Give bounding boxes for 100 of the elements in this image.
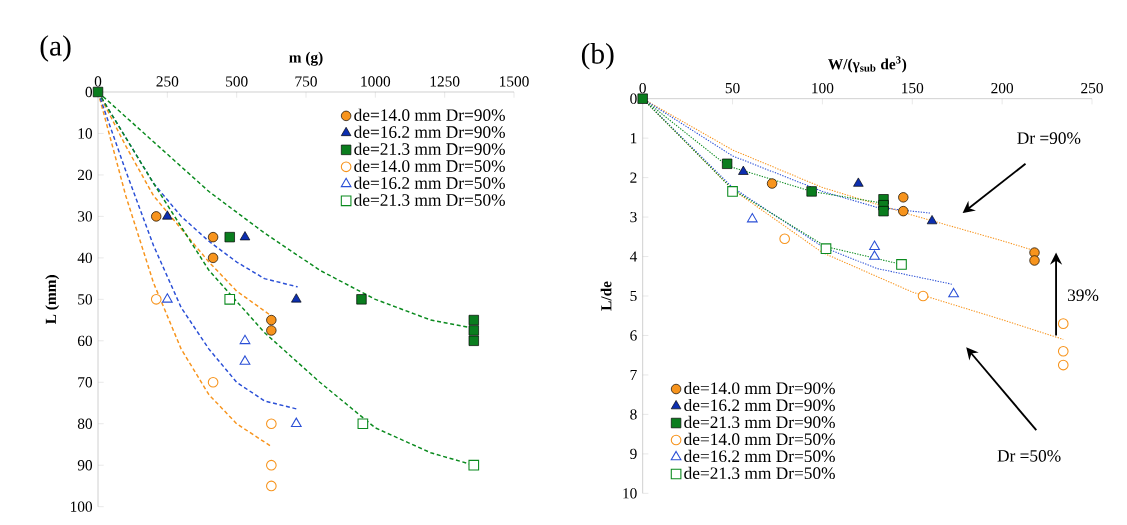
- point: [468, 325, 479, 336]
- y-tick-label: 5: [630, 290, 637, 302]
- x-tick-label: 200: [991, 82, 1014, 94]
- x-tick-label: 1250: [430, 76, 460, 87]
- y-tick-label: 4: [629, 251, 638, 262]
- annotation: Dr =90%: [1017, 132, 1081, 145]
- point: [1057, 359, 1069, 371]
- legend-label: de=14.0 mm Dr=50%: [354, 159, 505, 172]
- y-tick-label: 10: [623, 488, 637, 499]
- y-tick-label: 50: [78, 294, 93, 305]
- legend-label: de=16.2 mm Dr=90%: [684, 398, 835, 412]
- y-tick-label: 6: [630, 330, 637, 341]
- legend-label: de=14.0 mm Dr=50%: [684, 432, 835, 446]
- y-tick-label: 90: [77, 460, 93, 471]
- point: [356, 294, 367, 305]
- legend-label: de=14.0 mm Dr=90%: [354, 108, 505, 121]
- x-tick-label: 50: [725, 82, 740, 94]
- legend-label: de=16.2 mm Dr=90%: [354, 125, 505, 138]
- point: [1029, 255, 1040, 266]
- point: [926, 215, 938, 225]
- point: [727, 186, 738, 197]
- point: [357, 418, 369, 430]
- x-axis-title: m (g): [289, 51, 323, 66]
- x-tick-label: 150: [902, 82, 924, 94]
- point: [151, 211, 162, 222]
- point: [468, 459, 480, 471]
- point: [898, 206, 909, 217]
- point: [266, 480, 277, 492]
- y-axis-title: L (mm): [45, 275, 60, 324]
- y-tick-label: 0: [630, 93, 637, 104]
- chart-title: (a): [40, 35, 71, 62]
- point: [162, 210, 173, 220]
- point: [746, 212, 758, 223]
- point: [290, 417, 302, 428]
- point: [806, 186, 817, 197]
- legend-label: de=16.2 mm Dr=50%: [684, 449, 835, 463]
- point: [239, 355, 251, 365]
- point: [207, 252, 219, 264]
- x-tick-label: 1500: [500, 76, 529, 87]
- x-tick-label: 0: [639, 82, 646, 94]
- y-tick-label: 9: [630, 448, 637, 460]
- y-tick-label: 80: [77, 418, 93, 429]
- y-tick-label: 20: [77, 169, 93, 181]
- y-axis-title: L/de: [600, 281, 612, 311]
- point: [207, 232, 219, 243]
- x-tick-label: 750: [295, 76, 317, 87]
- y-tick-label: 100: [70, 501, 93, 512]
- point: [766, 178, 778, 189]
- y-tick-label: 60: [77, 335, 93, 346]
- annotation: Dr =50%: [997, 449, 1061, 462]
- point: [869, 240, 880, 251]
- y-tick-label: 3: [630, 211, 637, 223]
- point: [853, 177, 864, 187]
- y-tick-label: 7: [630, 369, 637, 380]
- y-tick-label: 40: [77, 252, 93, 264]
- point: [468, 314, 479, 326]
- point: [820, 243, 832, 254]
- point: [207, 376, 219, 388]
- point: [239, 231, 251, 241]
- point: [224, 232, 235, 243]
- y-tick-label: 2: [630, 172, 637, 183]
- annotation: 39%: [1067, 289, 1099, 302]
- point: [266, 314, 277, 326]
- y-tick-label: 30: [78, 211, 93, 222]
- x-axis-title: W/(γ$_{sub}$ de$^{3}$): [828, 56, 907, 73]
- point: [150, 294, 162, 305]
- legend-label: de=14.0 mm Dr=90%: [684, 381, 835, 395]
- point: [239, 334, 251, 345]
- point: [722, 158, 733, 169]
- point: [224, 294, 236, 305]
- point: [637, 93, 648, 104]
- y-tick-label: 1: [630, 133, 637, 144]
- point: [266, 418, 277, 430]
- point: [92, 86, 104, 98]
- y-tick-label: 70: [78, 377, 93, 388]
- point: [878, 206, 889, 217]
- point: [1057, 318, 1069, 329]
- legend-label: de=21.3 mm Dr=50%: [354, 193, 505, 206]
- legend-label: de=21.3 mm Dr=90%: [684, 415, 835, 429]
- point: [291, 293, 302, 303]
- point: [161, 293, 173, 303]
- x-tick-label: 1000: [361, 76, 391, 87]
- legend-label: de=21.3 mm Dr=50%: [684, 466, 835, 480]
- x-tick-label: 100: [812, 82, 834, 94]
- y-tick-label: 10: [78, 128, 93, 139]
- point: [266, 459, 277, 471]
- x-tick-label: 250: [1081, 82, 1103, 94]
- point: [896, 259, 907, 270]
- x-tick-label: 250: [156, 76, 179, 87]
- point: [468, 335, 479, 346]
- x-tick-label: 0: [94, 76, 102, 87]
- point: [917, 290, 929, 302]
- point: [948, 287, 960, 298]
- point: [869, 250, 880, 260]
- y-tick-label: 8: [630, 409, 637, 420]
- x-tick-label: 500: [226, 76, 248, 87]
- point: [898, 192, 909, 203]
- point: [738, 165, 749, 175]
- chart-title: (b): [581, 43, 614, 70]
- point: [779, 233, 791, 245]
